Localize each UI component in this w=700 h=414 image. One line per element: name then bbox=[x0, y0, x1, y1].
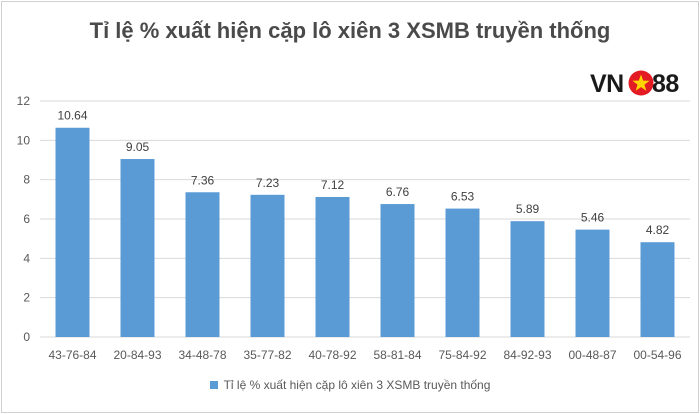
y-tick-label: 2 bbox=[23, 291, 30, 305]
y-tick-label: 6 bbox=[23, 212, 30, 226]
x-tick-label: 00-48-87 bbox=[568, 348, 616, 362]
bar bbox=[640, 242, 675, 337]
data-label: 7.23 bbox=[256, 176, 280, 190]
chart-legend: Tỉ lệ % xuất hiện cặp lô xiên 3 XSMB tru… bbox=[0, 378, 700, 392]
legend-label: Tỉ lệ % xuất hiện cặp lô xiên 3 XSMB tru… bbox=[223, 378, 491, 392]
bar bbox=[250, 194, 285, 337]
x-tick-label: 75-84-92 bbox=[438, 348, 486, 362]
x-tick-label: 00-54-96 bbox=[633, 348, 681, 362]
chart-title: Tỉ lệ % xuất hiện cặp lô xiên 3 XSMB tru… bbox=[89, 18, 611, 43]
bar bbox=[120, 159, 155, 337]
x-tick-label: 35-77-82 bbox=[243, 348, 291, 362]
y-tick-label: 12 bbox=[17, 94, 31, 108]
data-label: 6.53 bbox=[451, 190, 475, 204]
x-tick-label: 58-81-84 bbox=[373, 348, 421, 362]
data-label: 6.76 bbox=[386, 185, 410, 199]
bar bbox=[55, 127, 90, 337]
bar bbox=[185, 192, 220, 337]
bar bbox=[315, 196, 350, 337]
data-label: 9.05 bbox=[126, 140, 150, 154]
data-label: 5.46 bbox=[581, 211, 605, 225]
data-label: 5.89 bbox=[516, 202, 540, 216]
x-tick-label: 40-78-92 bbox=[308, 348, 356, 362]
y-tick-label: 4 bbox=[23, 251, 30, 265]
y-tick-label: 0 bbox=[23, 330, 30, 344]
bar bbox=[380, 204, 415, 337]
y-tick-label: 10 bbox=[17, 133, 31, 147]
bar bbox=[445, 208, 480, 337]
data-label: 7.12 bbox=[321, 178, 345, 192]
data-label: 4.82 bbox=[646, 223, 670, 237]
logo-text-vn: VN bbox=[590, 70, 624, 98]
star-circle-icon bbox=[628, 70, 654, 96]
data-label: 7.36 bbox=[191, 173, 215, 187]
logo-text-88: 88 bbox=[652, 70, 679, 98]
bar bbox=[575, 229, 610, 337]
x-tick-label: 43-76-84 bbox=[48, 348, 96, 362]
x-tick-label: 34-48-78 bbox=[178, 348, 226, 362]
data-label: 10.64 bbox=[57, 109, 87, 123]
legend-swatch bbox=[209, 381, 218, 389]
x-tick-label: 20-84-93 bbox=[113, 348, 161, 362]
x-tick-label: 84-92-93 bbox=[503, 348, 551, 362]
bar bbox=[510, 221, 545, 337]
vn88-logo: VN 88 bbox=[590, 70, 690, 100]
y-tick-label: 8 bbox=[23, 173, 30, 187]
